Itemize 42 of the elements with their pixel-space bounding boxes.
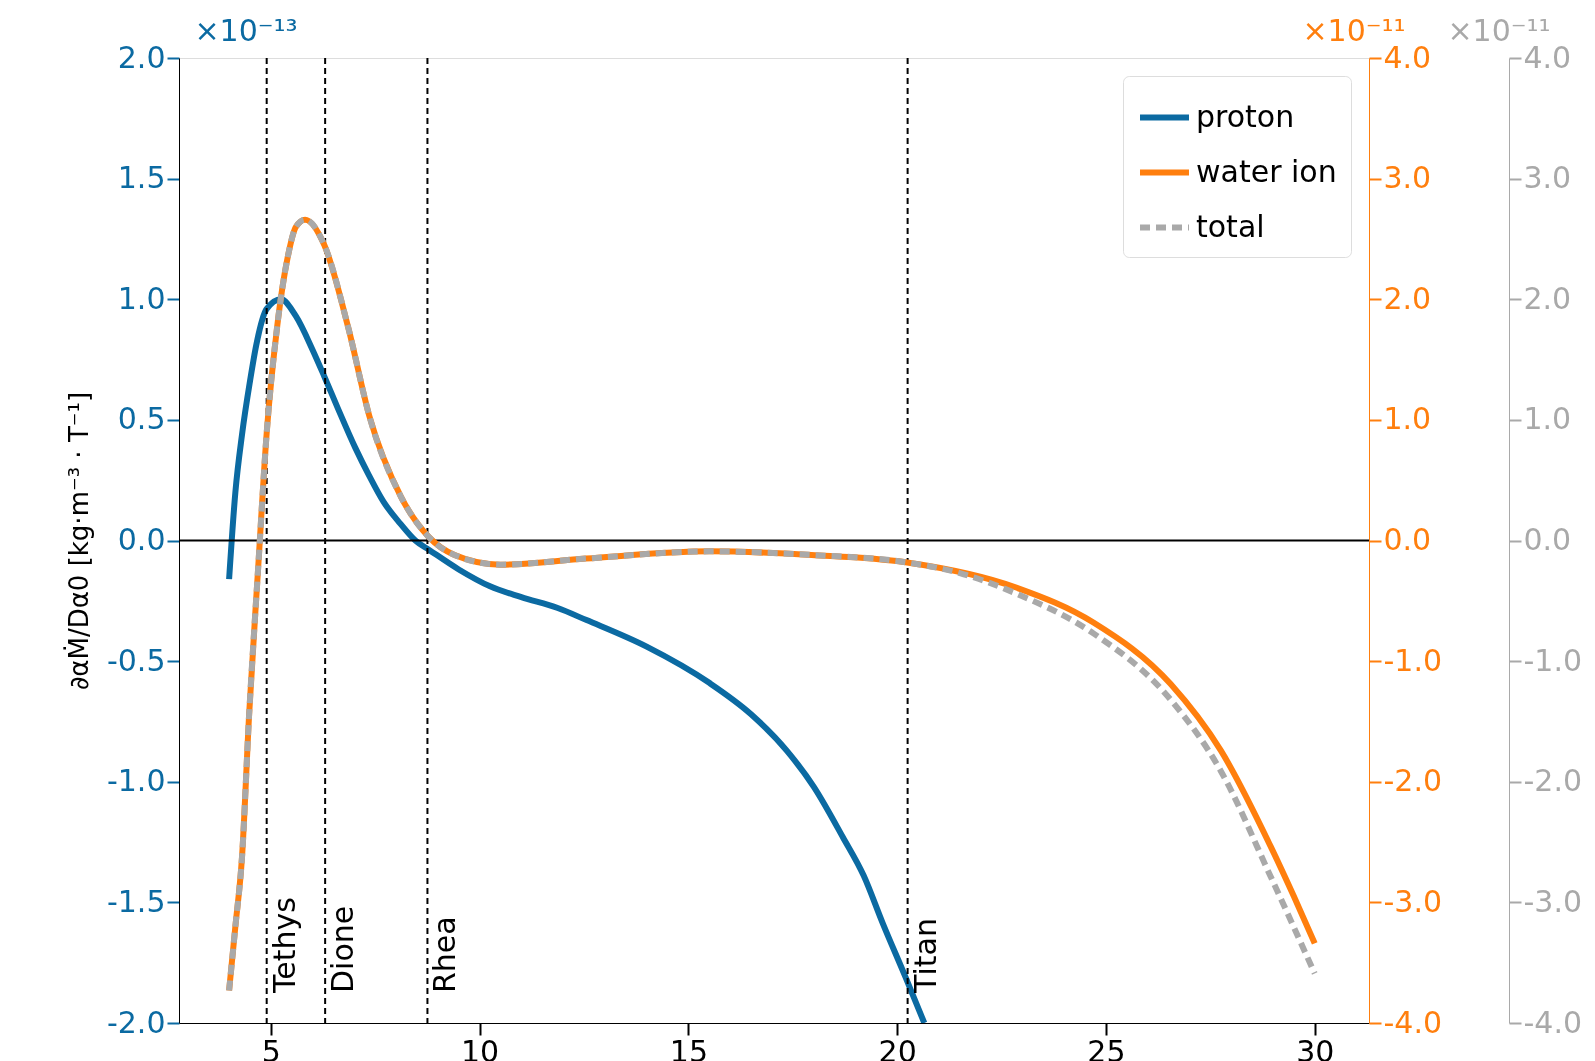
y2-tick-label: -4.0 — [1383, 1004, 1443, 1040]
y-tick-label: -0.5 — [106, 642, 166, 678]
y2-tick-label: 4.0 — [1383, 39, 1432, 75]
y3-tick-label: 2.0 — [1523, 280, 1572, 316]
y-axis-title: ∂αṀ/Dα0 [kg·m⁻³ · T⁻¹] — [62, 391, 94, 691]
y-tick-label: -2.0 — [106, 1004, 166, 1040]
y-tick-label: 1.5 — [117, 160, 166, 196]
y3-tick-label: -4.0 — [1523, 1004, 1583, 1040]
legend-label: proton — [1196, 98, 1295, 134]
y3-tick-label: 1.0 — [1523, 401, 1572, 437]
text: ×10⁻¹³ — [194, 13, 298, 48]
y2-tick-label: 0.0 — [1383, 522, 1432, 557]
y-tick-label: 0.0 — [117, 522, 166, 557]
legend-label: total — [1196, 208, 1265, 244]
x-tick-label: 5 — [261, 1033, 281, 1061]
y2-tick-label: -3.0 — [1383, 883, 1443, 919]
x-tick-label: 20 — [878, 1033, 917, 1061]
ref-line-label: Tethys — [266, 897, 302, 994]
ref-line-label: Titan — [907, 918, 943, 994]
y2-tick-label: -1.0 — [1383, 642, 1443, 678]
y3-tick-label: 3.0 — [1523, 160, 1572, 196]
y-tick-label: -1.5 — [106, 883, 166, 919]
y2-tick-label: -2.0 — [1383, 763, 1443, 799]
y2-tick-label: 2.0 — [1383, 280, 1432, 316]
y3-tick-label: -3.0 — [1523, 883, 1583, 919]
y-tick-label: 2.0 — [117, 39, 166, 75]
y2-tick-label: 3.0 — [1383, 160, 1432, 196]
y-tick-label: 1.0 — [117, 280, 166, 316]
x-tick-label: 30 — [1296, 1033, 1335, 1061]
y2-tick-label: 1.0 — [1383, 401, 1432, 437]
x-tick-label: 15 — [669, 1033, 708, 1061]
y3-tick-label: 4.0 — [1523, 39, 1572, 75]
y3-tick-label: -1.0 — [1523, 642, 1583, 678]
ref-line-label: Dione — [325, 905, 361, 993]
y-tick-label: -1.0 — [106, 763, 166, 799]
ref-line-label: Rhea — [427, 916, 463, 993]
legend-label: water ion — [1196, 153, 1337, 189]
y3-tick-label: -2.0 — [1523, 763, 1583, 799]
y3-tick-label: 0.0 — [1523, 522, 1572, 557]
y-tick-label: 0.5 — [117, 401, 166, 437]
x-tick-label: 10 — [461, 1033, 500, 1061]
x-tick-label: 25 — [1087, 1033, 1126, 1061]
